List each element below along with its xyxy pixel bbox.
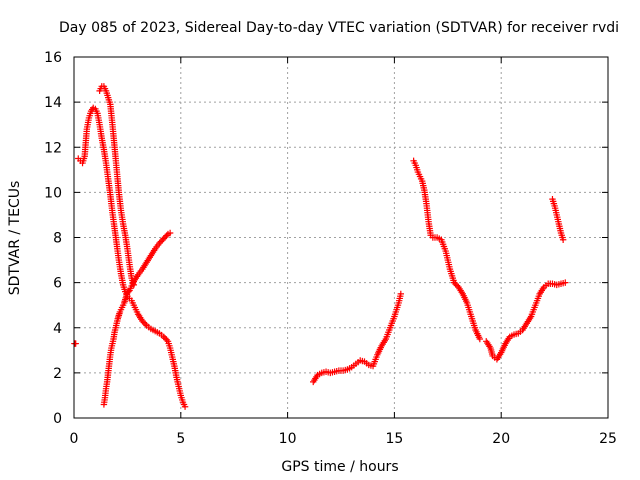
chart-title: Day 085 of 2023, Sidereal Day-to-day VTE… <box>59 20 619 36</box>
x-axis-label: GPS time / hours <box>281 459 398 475</box>
series-arc-8 <box>549 195 567 243</box>
x-tick-label: 20 <box>492 431 510 447</box>
x-tick-label: 10 <box>279 431 297 447</box>
series-arc-3 <box>100 229 174 408</box>
data-point <box>159 236 166 244</box>
series-arc-7 <box>483 279 569 363</box>
data-point <box>139 317 146 325</box>
data-point <box>451 279 458 286</box>
series-arc-6 <box>410 157 484 343</box>
data-point <box>130 281 138 289</box>
y-tick-label: 10 <box>44 185 62 201</box>
series-arc-2 <box>75 104 189 410</box>
y-axis-label: SDTVAR / TECUs <box>7 181 23 296</box>
data-point <box>72 340 79 347</box>
data-point <box>160 333 167 340</box>
data-point <box>161 233 169 241</box>
data-point <box>142 320 149 328</box>
y-tick-label: 0 <box>53 411 62 427</box>
data-point <box>160 235 167 242</box>
data-point <box>161 335 169 342</box>
data-point <box>140 319 147 326</box>
y-tick-label: 14 <box>44 95 62 111</box>
x-tick-label: 25 <box>599 431 617 447</box>
grid-lines <box>74 57 608 418</box>
data-point <box>181 403 189 410</box>
series-arc-1 <box>71 340 79 347</box>
data-point <box>397 290 405 298</box>
data-point <box>125 288 132 295</box>
x-tick-label: 5 <box>176 431 185 447</box>
y-tick-label: 6 <box>53 276 62 292</box>
x-tick-label: 15 <box>385 431 403 447</box>
series-arc-4 <box>96 83 138 289</box>
y-tick-label: 16 <box>44 50 62 66</box>
y-tick-label: 12 <box>44 140 62 156</box>
axes: 0 5 10 15 20 25 0 2 4 6 8 10 12 14 16 <box>44 50 617 447</box>
data-point <box>559 236 567 243</box>
data-point <box>562 279 569 286</box>
data-point <box>156 239 163 247</box>
data-point <box>476 335 484 343</box>
data-point <box>157 238 165 245</box>
data-point <box>166 229 174 237</box>
x-tick-label: 0 <box>70 431 79 447</box>
data-point <box>452 280 459 288</box>
y-tick-label: 2 <box>53 366 62 382</box>
series-arc-5 <box>310 290 405 386</box>
data-point <box>163 336 170 343</box>
data-point <box>163 232 170 239</box>
data-series <box>71 83 569 410</box>
y-tick-label: 8 <box>53 231 62 247</box>
y-tick-label: 4 <box>53 321 62 337</box>
